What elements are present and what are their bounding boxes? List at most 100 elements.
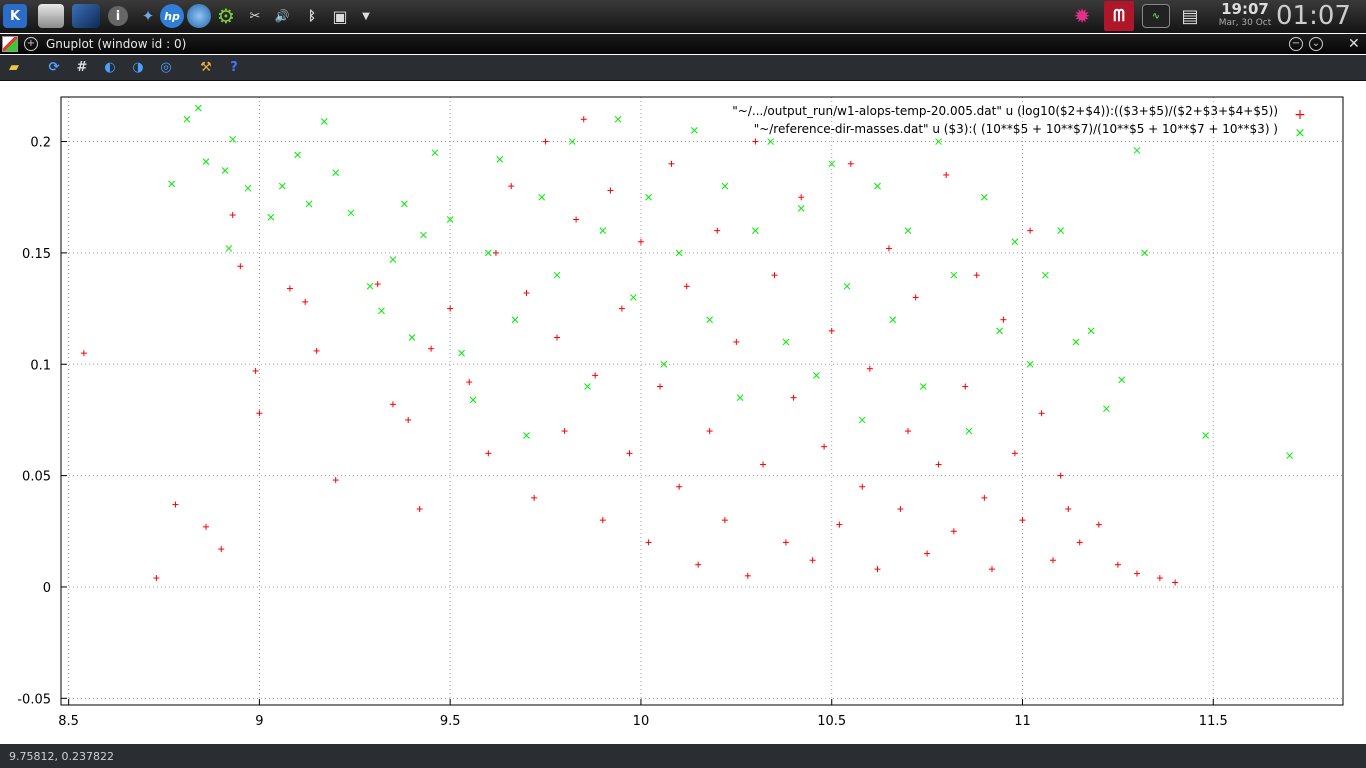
data-point-series-1	[466, 379, 473, 386]
data-point-series-1	[580, 116, 587, 123]
data-point-series-1	[218, 546, 225, 553]
system-monitor-icon[interactable]: ∿	[1142, 4, 1170, 28]
data-point-series-1	[836, 521, 843, 528]
data-point-series-1	[1019, 517, 1026, 524]
data-point-series-1	[668, 160, 675, 167]
data-point-series-1	[828, 327, 835, 334]
autoscale-icon[interactable]: ◎	[160, 60, 172, 75]
replot-icon[interactable]: ⟳	[48, 60, 60, 75]
data-point-series-2	[1042, 271, 1049, 279]
hp-icon[interactable]: hp	[160, 4, 184, 28]
data-point-series-2	[168, 180, 176, 188]
kde-menu-icon[interactable]: K	[3, 4, 27, 28]
data-point-series-1	[447, 305, 454, 312]
data-point-series-1	[714, 227, 721, 234]
data-point-series-2	[706, 316, 713, 324]
next-zoom-icon[interactable]: ◑	[132, 60, 144, 75]
data-point-series-2	[874, 182, 881, 190]
data-point-series-1	[866, 365, 873, 372]
minimize-icon[interactable]: −	[1289, 37, 1303, 51]
browser-icon[interactable]	[187, 4, 211, 28]
y-tick-label: -0.05	[17, 692, 51, 707]
data-point-series-2	[401, 200, 408, 208]
data-point-series-2	[614, 115, 622, 123]
data-point-series-2	[1026, 360, 1034, 368]
info-icon[interactable]: i	[108, 6, 128, 26]
x-tick-label: 11	[1014, 714, 1031, 729]
bluetooth-icon[interactable]: ᛒ	[308, 8, 316, 24]
data-point-series-1	[676, 483, 683, 490]
data-point-series-1	[782, 539, 789, 546]
data-point-series-1	[950, 528, 957, 535]
data-point-series-1	[943, 171, 950, 178]
data-point-series-2	[389, 256, 397, 263]
data-point-series-2	[660, 360, 668, 368]
data-point-series-2	[1118, 376, 1126, 384]
data-point-series-2	[320, 118, 328, 125]
data-point-series-2	[183, 115, 191, 123]
cut-icon[interactable]: ✂	[249, 8, 261, 24]
previous-zoom-icon[interactable]: ◐	[104, 60, 116, 75]
window-titlebar[interactable]: + Gnuplot (window id : 0) − ⌄ ✕	[0, 34, 1366, 54]
data-point-series-2	[484, 249, 492, 257]
data-point-series-1	[554, 334, 561, 341]
copy-to-clipboard-icon[interactable]: ▰	[9, 60, 19, 75]
data-point-series-2	[1011, 238, 1019, 246]
data-point-series-1	[492, 249, 499, 256]
clipboard-icon[interactable]: ▣	[332, 6, 348, 26]
data-point-series-1	[981, 494, 988, 501]
data-point-series-1	[721, 517, 728, 524]
data-point-series-1	[706, 428, 713, 435]
plot-area[interactable]: 8.5 9 9.5 10 10.5 11 11.5 -0.05 0 0.05 0.1 0.15 0.2 …	[0, 81, 1366, 743]
grid-icon[interactable]: #	[76, 60, 88, 75]
data-point-series-1	[531, 494, 538, 501]
data-point-series-1	[561, 428, 568, 435]
preferences-icon[interactable]: ⚒	[200, 60, 212, 75]
clock[interactable]: 19:07 Mar, 30 Oct	[1218, 1, 1272, 29]
data-point-series-2	[496, 156, 504, 163]
legend-marker-series-1: +	[1294, 107, 1306, 123]
data-point-series-1	[302, 298, 309, 305]
data-point-series-2	[584, 383, 591, 390]
data-point-series-1	[1038, 410, 1045, 417]
data-point-series-1	[237, 263, 244, 270]
data-point-series-2	[225, 245, 233, 252]
mendeley-icon[interactable]: ᗰ	[1104, 1, 1134, 31]
data-point-series-2	[645, 193, 652, 201]
data-point-series-1	[286, 285, 293, 292]
desktop-view-icon[interactable]	[72, 4, 100, 28]
data-point-series-2	[843, 282, 851, 290]
chevron-down-icon[interactable]: ▼	[362, 10, 370, 22]
data-point-series-2	[889, 316, 897, 324]
data-point-series-2	[797, 205, 805, 212]
data-point-series-1	[859, 483, 866, 490]
data-point-series-2	[332, 169, 340, 177]
scatter-chart[interactable]: 8.5 9 9.5 10 10.5 11 11.5-0.0500.050.10.150.2 …	[0, 81, 1366, 743]
dropbox-icon[interactable]: ✦	[141, 7, 155, 25]
data-point-series-1	[924, 550, 931, 557]
x-tick-label: 10	[633, 714, 650, 729]
close-icon[interactable]: ✕	[1348, 36, 1360, 52]
notification-icon[interactable]: ✹	[1073, 4, 1091, 28]
y-tick-label: 0	[43, 581, 51, 596]
x-tick-label: 9.5	[440, 714, 461, 729]
help-icon[interactable]: ?	[230, 60, 238, 75]
data-point-series-2	[244, 184, 252, 192]
volume-icon[interactable]: 🔊	[274, 9, 290, 23]
window-menu-icon[interactable]: +	[24, 37, 38, 51]
notes-icon[interactable]: ▤	[1181, 5, 1199, 27]
data-point-series-1	[80, 350, 87, 357]
data-point-series-2	[752, 227, 759, 234]
settings-gear-icon[interactable]: ⚙	[217, 4, 235, 28]
maximize-icon[interactable]: ⌄	[1309, 37, 1323, 51]
data-point-series-1	[389, 401, 396, 408]
data-point-series-2	[813, 372, 820, 379]
taskbar: K i ✦ hp ⚙ ✂ 🔊 ᛒ ▣ ▼ ✹ ᗰ ∿ ▤ 19:07 Mar, …	[0, 0, 1366, 33]
data-point-series-1	[973, 272, 980, 279]
data-point-series-2	[691, 127, 698, 134]
data-point-series-2	[446, 216, 454, 223]
data-point-series-1	[1114, 561, 1121, 568]
data-point-series-1	[885, 245, 892, 252]
data-point-series-2	[305, 200, 313, 208]
show-desktop-icon[interactable]	[38, 4, 64, 28]
